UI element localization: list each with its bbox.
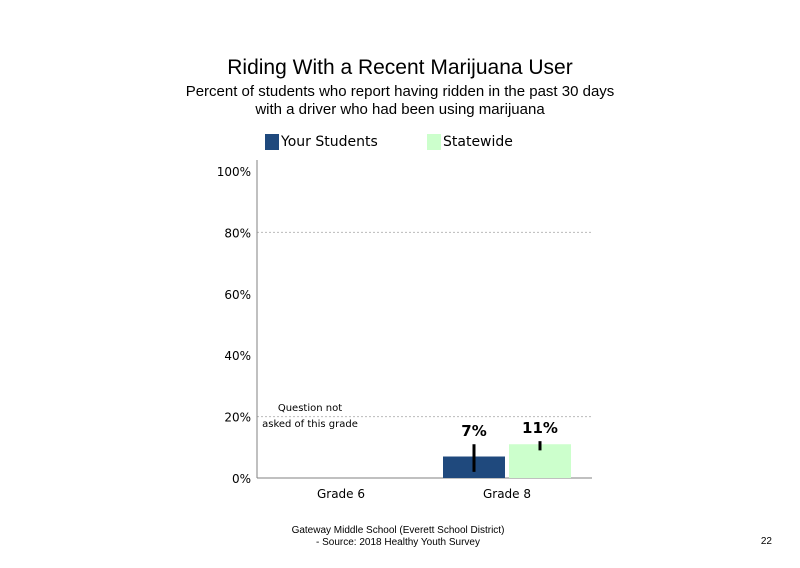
footer-source: - Source: 2018 Healthy Youth Survey: [316, 537, 480, 548]
x-tick-label: Grade 8: [483, 487, 531, 501]
y-tick-label: 40%: [224, 349, 251, 363]
y-tick-label: 60%: [224, 288, 251, 302]
legend-item-your-students: Your Students: [265, 133, 378, 151]
x-tick-label: Grade 6: [317, 487, 365, 501]
y-tick-label: 80%: [224, 226, 251, 240]
legend-label-your-students: Your Students: [281, 134, 378, 150]
data-label: 7%: [461, 422, 486, 440]
not-asked-note: Question not asked of this grade: [262, 403, 358, 430]
legend-swatch-your-students: [265, 134, 279, 150]
legend-swatch-statewide: [427, 134, 441, 150]
data-label: 11%: [522, 419, 558, 437]
chart-title: Riding With a Recent Marijuana User: [227, 56, 573, 79]
legend-label-statewide: Statewide: [443, 134, 513, 150]
y-tick-label: 20%: [224, 411, 251, 425]
y-tick-label: 100%: [217, 165, 251, 179]
legend-item-statewide: Statewide: [427, 133, 513, 151]
chart-subtitle-line1: Percent of students who report having ri…: [185, 83, 615, 100]
page-number: 22: [760, 536, 772, 547]
chart-subtitle-line2: with a driver who had been using marijua…: [255, 101, 545, 118]
footer-school: Gateway Middle School (Everett School Di…: [291, 525, 505, 536]
y-tick-label: 0%: [232, 472, 251, 486]
